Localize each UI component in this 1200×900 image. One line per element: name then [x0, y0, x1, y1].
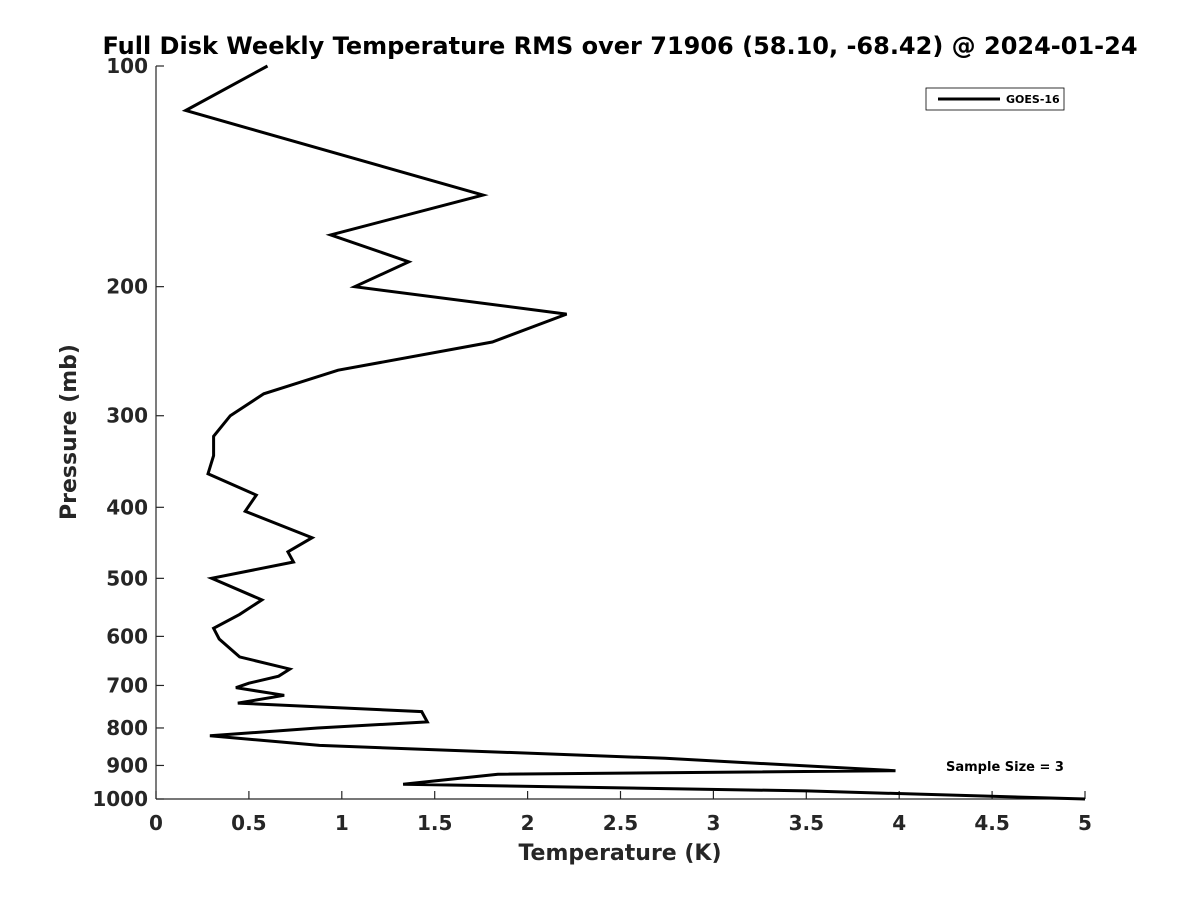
x-tick-label: 1: [335, 811, 349, 835]
x-tick-label: 3: [706, 811, 720, 835]
x-axis-label: Temperature (K): [518, 841, 721, 866]
legend-entry: GOES-16: [1006, 93, 1060, 106]
y-tick-label: 600: [106, 624, 148, 648]
x-tick-label: 4.5: [974, 811, 1009, 835]
chart-title: Full Disk Weekly Temperature RMS over 71…: [102, 32, 1137, 60]
x-ticks: 0 0.5 1 1.5 2 2.5 3 3.5 4 4.5 5: [149, 791, 1092, 835]
x-tick-label: 0.5: [231, 811, 266, 835]
x-tick-label: 3.5: [789, 811, 824, 835]
legend: GOES-16: [925, 87, 1065, 111]
x-tick-label: 2.5: [603, 811, 638, 835]
y-tick-label: 500: [106, 566, 148, 590]
y-tick-label: 1000: [92, 787, 148, 811]
y-tick-label: 100: [106, 54, 148, 78]
sample-size-annotation: Sample Size = 3: [946, 760, 1064, 775]
x-tick-label: 0: [149, 811, 163, 835]
x-tick-label: 5: [1078, 811, 1092, 835]
y-ticks: 100 200 300 400 500 600 700 800 900 1000: [92, 54, 164, 811]
y-tick-label: 400: [106, 495, 148, 519]
y-tick-label: 200: [106, 275, 148, 299]
y-tick-label: 700: [106, 673, 148, 697]
y-axis-label: Pressure (mb): [57, 344, 82, 520]
x-tick-label: 4: [892, 811, 906, 835]
y-tick-label: 800: [106, 716, 148, 740]
x-tick-label: 2: [521, 811, 535, 835]
y-tick-label: 900: [106, 753, 148, 777]
x-tick-label: 1.5: [417, 811, 452, 835]
series-line-goes16: [181, 64, 1086, 801]
y-tick-label: 300: [106, 404, 148, 428]
